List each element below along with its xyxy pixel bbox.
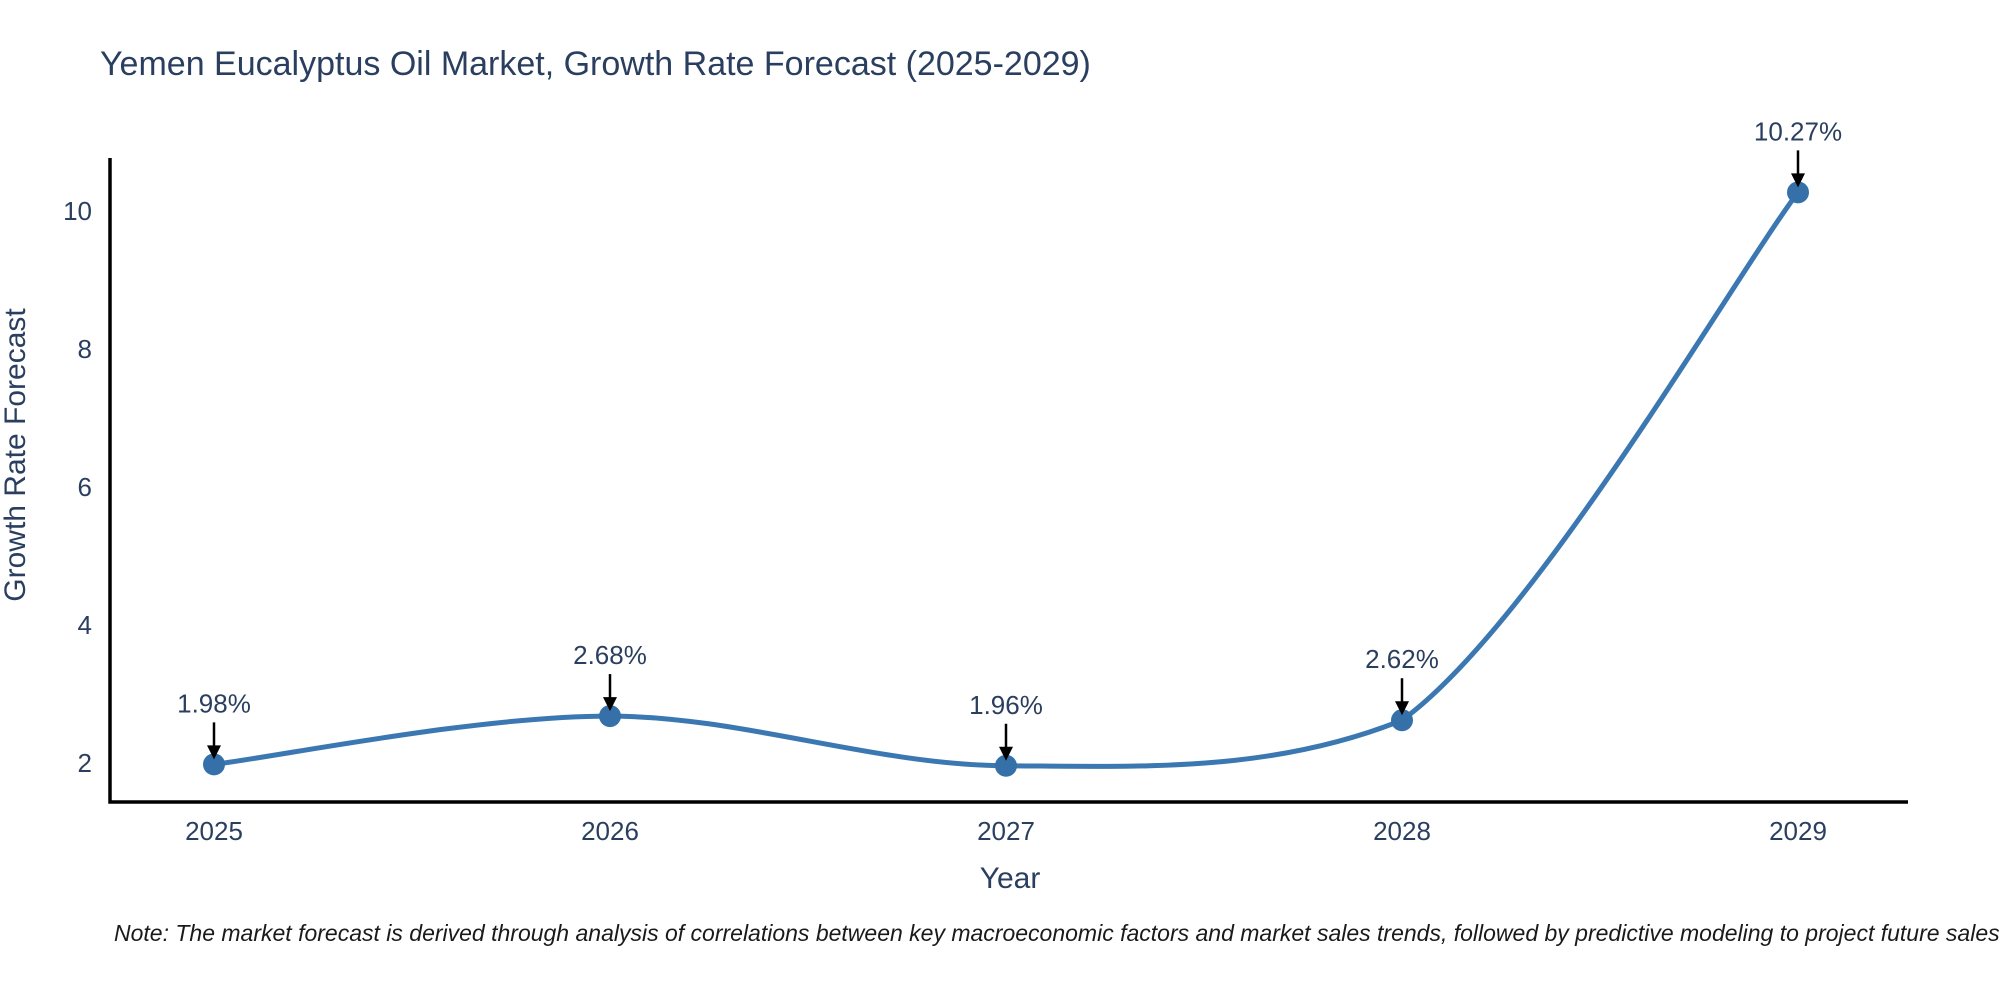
annotation-label: 10.27% — [1754, 116, 1842, 146]
chart-title: Yemen Eucalyptus Oil Market, Growth Rate… — [100, 45, 1091, 83]
data-point-marker — [599, 705, 621, 728]
y-tick-label: 2 — [78, 748, 92, 778]
series-group — [211, 189, 1801, 769]
y-tick-label: 6 — [78, 472, 92, 502]
x-tick-label: 2027 — [977, 816, 1035, 846]
annotation-arrowhead-icon — [999, 746, 1013, 761]
annotation-label: 1.96% — [969, 690, 1043, 720]
x-tick-label: 2025 — [185, 816, 243, 846]
marker-group — [203, 181, 1809, 777]
annotation-arrowhead-icon — [207, 745, 221, 760]
annotation-label: 2.62% — [1365, 644, 1439, 674]
x-tick-label: 2026 — [581, 816, 639, 846]
chart-note: Note: The market forecast is derived thr… — [114, 920, 2000, 946]
series-line — [211, 189, 1801, 769]
data-point-marker — [1787, 181, 1809, 204]
annotation-arrowhead-icon — [1791, 173, 1805, 188]
y-tick-label: 8 — [78, 334, 92, 364]
data-point-marker — [995, 754, 1017, 777]
x-axis-title: Year — [980, 862, 1041, 895]
y-tick-label: 4 — [78, 610, 92, 640]
y-axis-tick-labels: 2 4 6 8 10 — [63, 196, 92, 778]
data-point-marker — [203, 753, 225, 776]
x-tick-label: 2029 — [1769, 816, 1827, 846]
axis-spines — [108, 158, 1908, 804]
y-tick-label: 10 — [63, 196, 92, 226]
data-point-marker — [1391, 709, 1413, 732]
annotation-group: 1.98% 2.68% 1.96% 2.62% 10.27% — [177, 116, 1842, 761]
x-axis-tick-labels: 2025 2026 2027 2028 2029 — [185, 816, 1827, 846]
annotation-arrowhead-icon — [1395, 701, 1409, 716]
x-tick-label: 2028 — [1373, 816, 1431, 846]
annotation-label: 1.98% — [177, 688, 251, 718]
annotation-label: 2.68% — [573, 640, 647, 670]
annotation-arrowhead-icon — [603, 697, 617, 712]
y-axis-title: Growth Rate Forecast — [0, 308, 32, 602]
